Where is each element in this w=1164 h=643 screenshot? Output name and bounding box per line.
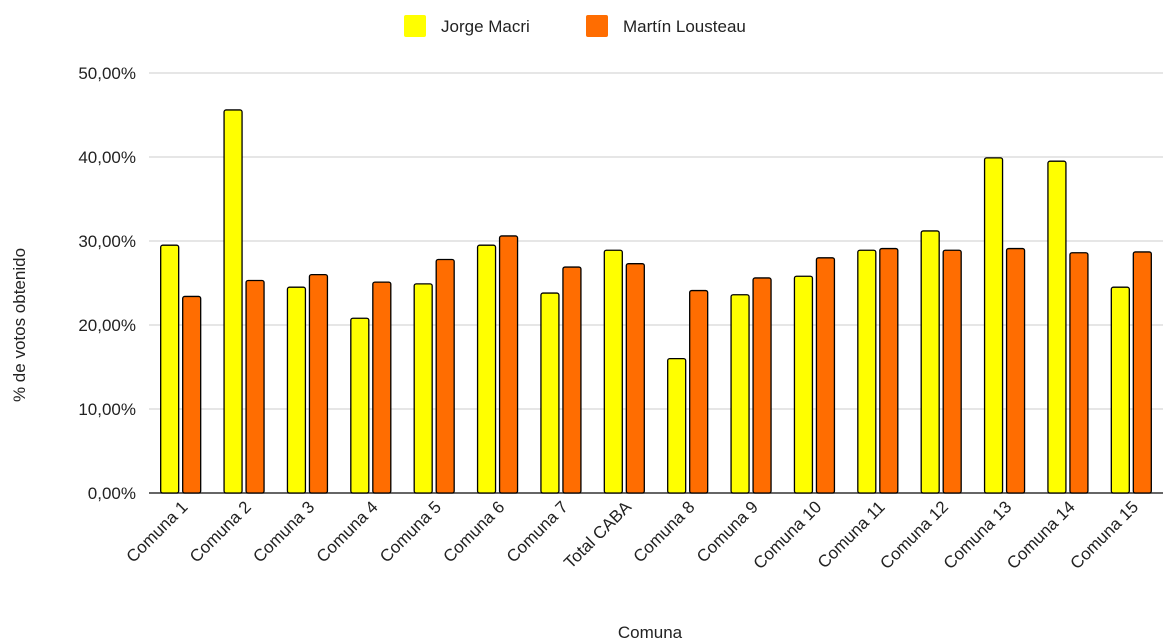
bar-macri — [286, 286, 307, 494]
bar-lousteau — [372, 281, 392, 494]
bar-lousteau — [879, 247, 899, 494]
x-tick-label: Total CABA — [560, 497, 635, 572]
y-axis-title: % de votos obtenido — [10, 248, 29, 402]
bar-lousteau — [435, 258, 455, 494]
x-tick-label: Comuna 3 — [249, 497, 318, 566]
bar-macri — [983, 157, 1004, 494]
bar-lousteau — [1132, 251, 1152, 494]
y-tick-label: 0,00% — [88, 484, 136, 503]
bar-macri — [857, 249, 877, 494]
y-tick-label: 40,00% — [78, 148, 136, 167]
y-tick-label: 30,00% — [78, 232, 136, 251]
x-tick-label: Comuna 6 — [439, 497, 508, 566]
bar-lousteau — [752, 277, 772, 494]
bar-lousteau — [942, 249, 962, 494]
x-tick-label: Comuna 2 — [186, 497, 255, 566]
bar-macri — [793, 275, 814, 494]
bar-macri — [223, 109, 243, 494]
bar-macri — [413, 283, 433, 494]
legend-swatch — [586, 15, 608, 37]
bar-macri — [476, 244, 497, 494]
y-tick-label: 10,00% — [78, 400, 136, 419]
x-tick-label: Comuna 9 — [693, 497, 762, 566]
bar-macri — [667, 357, 687, 494]
bar-macri — [540, 292, 560, 494]
bar-macri — [1047, 160, 1067, 494]
bar-lousteau — [689, 289, 709, 494]
x-tick-label: Comuna 8 — [630, 497, 699, 566]
bar-lousteau — [1069, 252, 1089, 494]
bar-lousteau — [625, 263, 645, 494]
x-tick-label: Comuna 1 — [123, 497, 192, 566]
x-axis-title: Comuna — [618, 623, 683, 642]
legend: Jorge Macri Martín Lousteau — [404, 15, 746, 37]
bar-lousteau — [308, 273, 329, 494]
bar-macri — [350, 317, 370, 494]
bar-macri — [160, 244, 180, 494]
legend-label: Jorge Macri — [441, 17, 530, 36]
bar-macri — [730, 294, 750, 494]
bar-macri — [1110, 286, 1130, 494]
bar-macri — [920, 230, 940, 494]
bar-lousteau — [815, 257, 836, 494]
legend-label: Martín Lousteau — [623, 17, 746, 36]
y-tick-label: 20,00% — [78, 316, 136, 335]
y-tick-label: 50,00% — [78, 64, 136, 83]
bar-lousteau — [182, 295, 202, 494]
x-tick-label: Comuna 10 — [750, 497, 826, 573]
y-axis-ticks: 0,00% 10,00% 20,00% 30,00% 40,00% 50,00% — [78, 64, 136, 503]
x-tick-label: Comuna 15 — [1067, 497, 1143, 573]
bar-lousteau — [1005, 247, 1026, 494]
x-tick-label: Comuna 5 — [376, 497, 445, 566]
bar-lousteau — [245, 279, 265, 494]
legend-swatch — [404, 15, 426, 37]
bar-macri — [603, 249, 623, 494]
x-tick-label: Comuna 4 — [313, 497, 382, 566]
x-tick-label: Comuna 7 — [503, 497, 572, 566]
bar-lousteau — [562, 266, 582, 494]
bars — [160, 109, 1152, 494]
bar-lousteau — [498, 235, 519, 494]
